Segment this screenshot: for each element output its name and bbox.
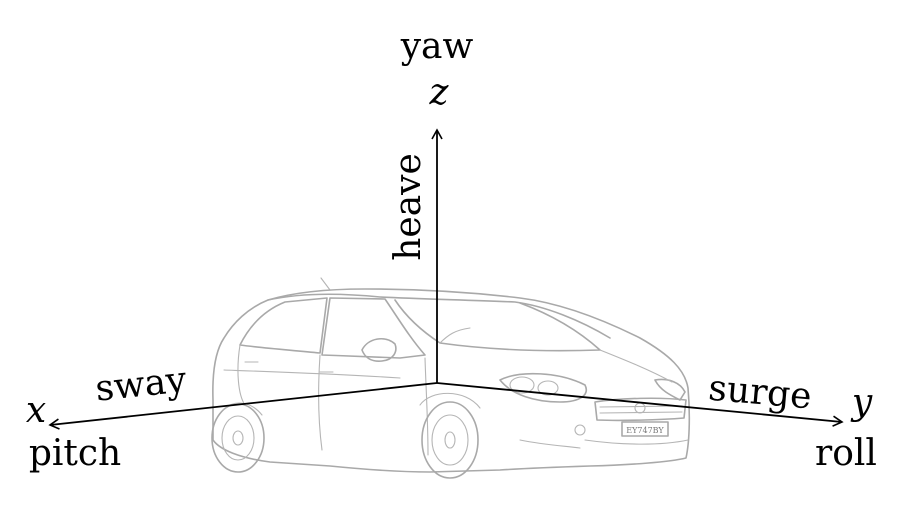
license-plate-text: EY747BY: [626, 426, 664, 435]
axis-labels: yaw z heave x pitch sway y roll surge: [26, 26, 877, 474]
car-illustration: EY747BY: [211, 277, 691, 479]
pitch-label: pitch: [29, 433, 121, 474]
sway-label: sway: [93, 359, 189, 409]
y-axis-label: y: [850, 382, 873, 423]
x-axis-label: x: [26, 390, 46, 431]
roll-label: roll: [815, 433, 877, 474]
z-axis-label: z: [429, 72, 450, 113]
surge-label: surge: [707, 368, 813, 418]
y-axis-line: [436, 382, 844, 427]
x-axis-line: [48, 382, 438, 430]
yaw-label: yaw: [400, 26, 474, 67]
axes: [48, 128, 844, 430]
heave-label: heave: [388, 153, 429, 261]
